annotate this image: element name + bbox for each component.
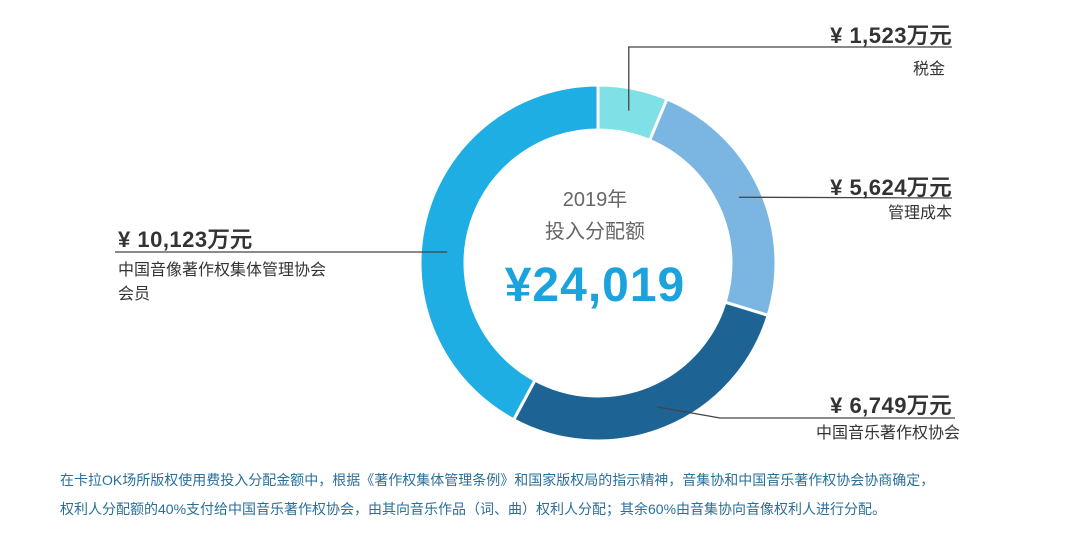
center-total: ¥24,019	[504, 259, 686, 312]
donut-slice-mcsc	[511, 300, 770, 443]
data-label-amount-management: ¥ 5,624万元	[830, 175, 952, 200]
data-label-amount-mcsc: ¥ 6,749万元	[830, 393, 952, 418]
leader-line-management	[738, 196, 953, 199]
center-subtitle: 投入分配额	[545, 221, 645, 243]
data-label-amount-cavca: ¥ 10,123万元	[118, 227, 253, 252]
data-label-mcsc: 中国音乐著作权协会	[815, 425, 960, 442]
footnote-line-2: 权利人分配额的40%支付给中国音乐著作权协会，由其向音乐作品（词、曲）权利人分配…	[60, 501, 887, 517]
data-label-amount-tax: ¥ 1,523万元	[830, 23, 952, 48]
donut-slice-cavca	[418, 83, 600, 422]
data-label-cavca-line2: 会员	[118, 286, 151, 303]
leader-line-mcsc	[656, 406, 955, 419]
leader-line-tax	[628, 46, 952, 111]
footnote-line-1: 在卡拉OK场所版权使用费投入分配金额中，根据《著作权集体管理条例》和国家版权局的…	[60, 472, 935, 488]
data-label-cavca-line1: 中国音像著作权集体管理协会	[118, 262, 327, 279]
center-year: 2019年	[562, 189, 628, 211]
data-label-management: 管理成本	[887, 205, 952, 222]
data-label-tax: 税金	[912, 61, 945, 78]
